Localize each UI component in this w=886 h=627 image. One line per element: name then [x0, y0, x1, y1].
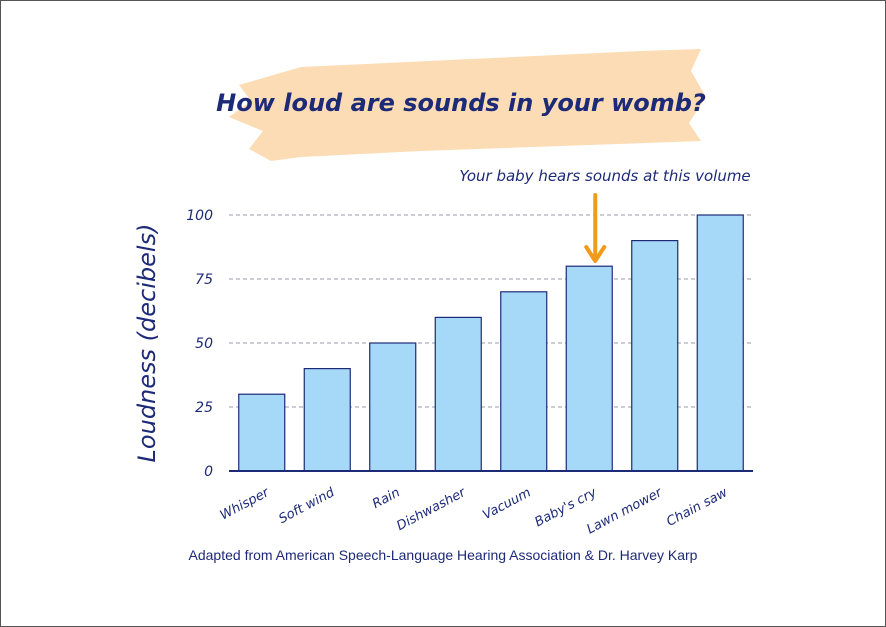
- bar: [500, 291, 548, 472]
- x-tick-label: Vacuum: [480, 485, 533, 523]
- source-note: Adapted from American Speech-Language He…: [188, 547, 698, 563]
- y-tick-label: 0: [204, 464, 213, 480]
- x-tick-label: Soft wind: [276, 485, 337, 527]
- bar: [369, 342, 417, 472]
- chart-title: How loud are sounds in your womb?: [216, 89, 706, 117]
- x-tick-label: Rain: [370, 485, 403, 512]
- bar: [565, 265, 613, 472]
- bar: [434, 316, 482, 472]
- y-axis-label: Loudness (decibels): [133, 224, 161, 463]
- y-tick-label: 100: [186, 208, 213, 224]
- y-tick-labels: 0 25 50 75 100: [186, 208, 213, 480]
- arrow-down-icon: [584, 193, 607, 263]
- bar: [696, 214, 744, 472]
- x-tick-label: Lawn mower: [584, 485, 666, 538]
- annotation-text: Your baby hears sounds at this volume: [459, 167, 750, 185]
- bar: [238, 393, 286, 472]
- bar: [303, 368, 351, 472]
- y-tick-label: 25: [195, 400, 213, 416]
- x-tick-label: Dishwasher: [394, 485, 469, 535]
- x-tick-label: Whisper: [218, 485, 273, 524]
- y-tick-label: 75: [195, 272, 213, 288]
- arrow-head: [584, 245, 607, 263]
- y-tick-label: 50: [195, 336, 213, 352]
- x-tick-label: Chain saw: [664, 485, 730, 530]
- title-banner: [229, 49, 706, 161]
- bar: [631, 240, 679, 472]
